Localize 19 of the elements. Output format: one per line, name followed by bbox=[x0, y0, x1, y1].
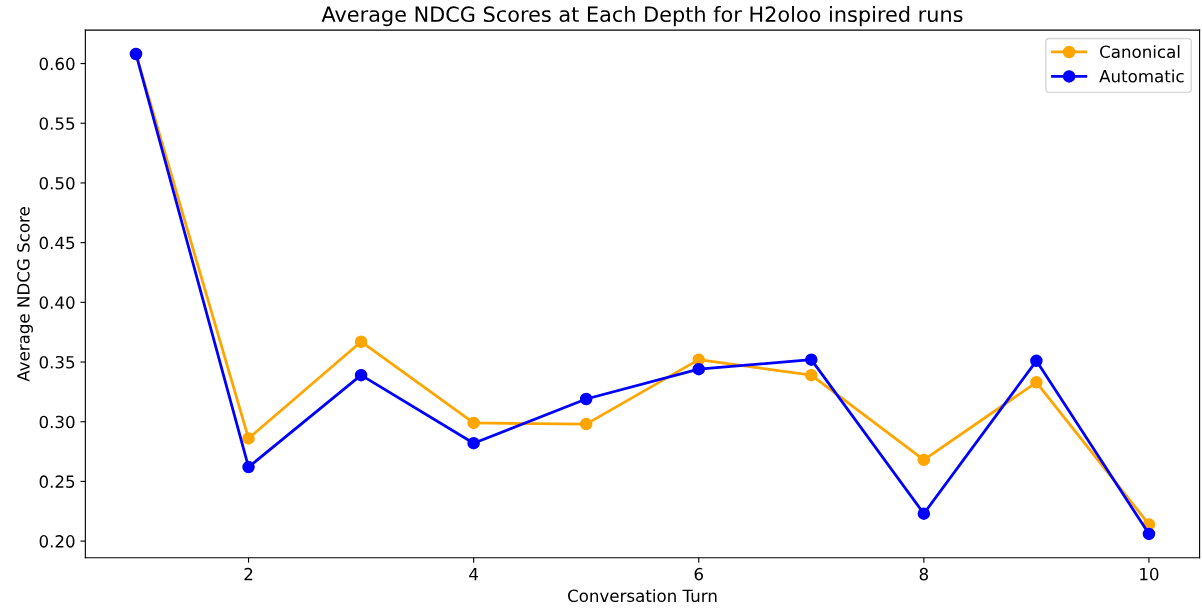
y-tick-label: 0.20 bbox=[39, 535, 75, 548]
legend-label: Canonical bbox=[1100, 45, 1180, 59]
x-tick-label: 2 bbox=[244, 567, 253, 581]
x-tick-label: 4 bbox=[469, 568, 479, 581]
x-tick-label: 10 bbox=[1140, 567, 1159, 581]
y-tick-label: 0.30 bbox=[39, 415, 75, 429]
x-tick-label: 6 bbox=[694, 567, 703, 581]
x-tick-label: 8 bbox=[919, 567, 929, 581]
y-tick-label: 0.55 bbox=[39, 117, 75, 130]
legend-label: Automatic bbox=[1099, 69, 1184, 83]
y-tick-label: 0.50 bbox=[39, 176, 75, 190]
y-axis-title: Average NDCG Score bbox=[17, 207, 33, 382]
y-tick-label: 0.25 bbox=[39, 475, 75, 488]
chart-title: Average NDCG Scores at Each Depth for H2oloo inspired runs bbox=[321, 5, 963, 27]
y-tick-label: 0.35 bbox=[39, 355, 75, 369]
y-tick-label: 0.40 bbox=[39, 296, 75, 309]
y-tick-label: 0.45 bbox=[39, 236, 75, 250]
x-axis-title: Conversation Turn bbox=[567, 589, 717, 603]
y-tick-label: 0.60 bbox=[39, 57, 75, 71]
